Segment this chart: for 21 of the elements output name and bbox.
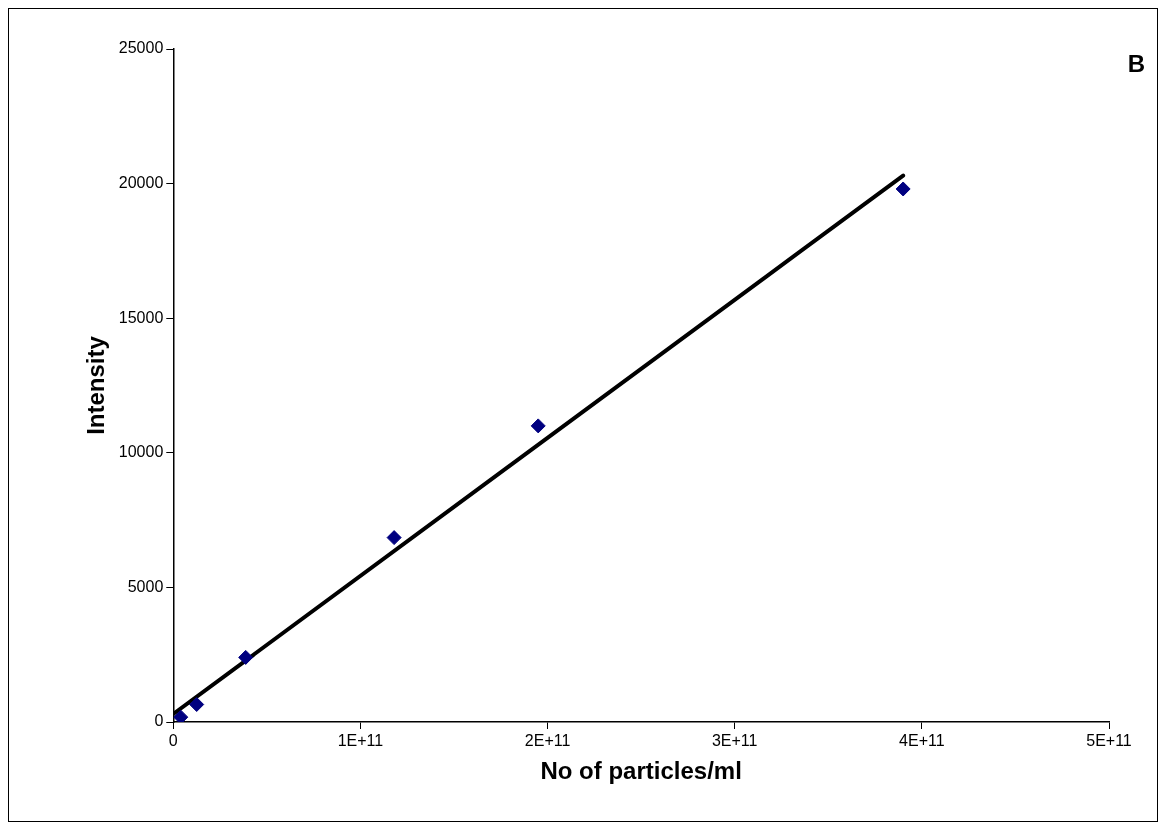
y-tick-label: 10000: [118, 443, 164, 461]
x-tick-label: 4E+11: [899, 732, 945, 750]
y-axis-title: Intensity: [82, 335, 110, 435]
text: B: [1127, 49, 1145, 77]
point: [895, 181, 911, 197]
y-tick-label: 5000: [127, 577, 164, 595]
point: [173, 709, 189, 722]
y-tick-label: 25000: [118, 39, 164, 57]
x-tick-label: 2E+11: [524, 732, 571, 750]
point: [386, 530, 402, 546]
point: [189, 697, 205, 712]
x-tick-label: 5E+11: [1086, 732, 1132, 750]
x-tick-label: 0: [168, 732, 178, 750]
point: [238, 649, 254, 665]
x-tick-label: 3E+11: [711, 732, 758, 750]
x-axis-title: No of particles/ml: [540, 757, 742, 785]
y-tick-label: 0: [154, 712, 164, 730]
y-tick-label: 20000: [118, 174, 164, 192]
x-tick-label: 1E+11: [337, 732, 384, 750]
point: [530, 418, 546, 434]
y-tick-label: 15000: [118, 308, 164, 326]
